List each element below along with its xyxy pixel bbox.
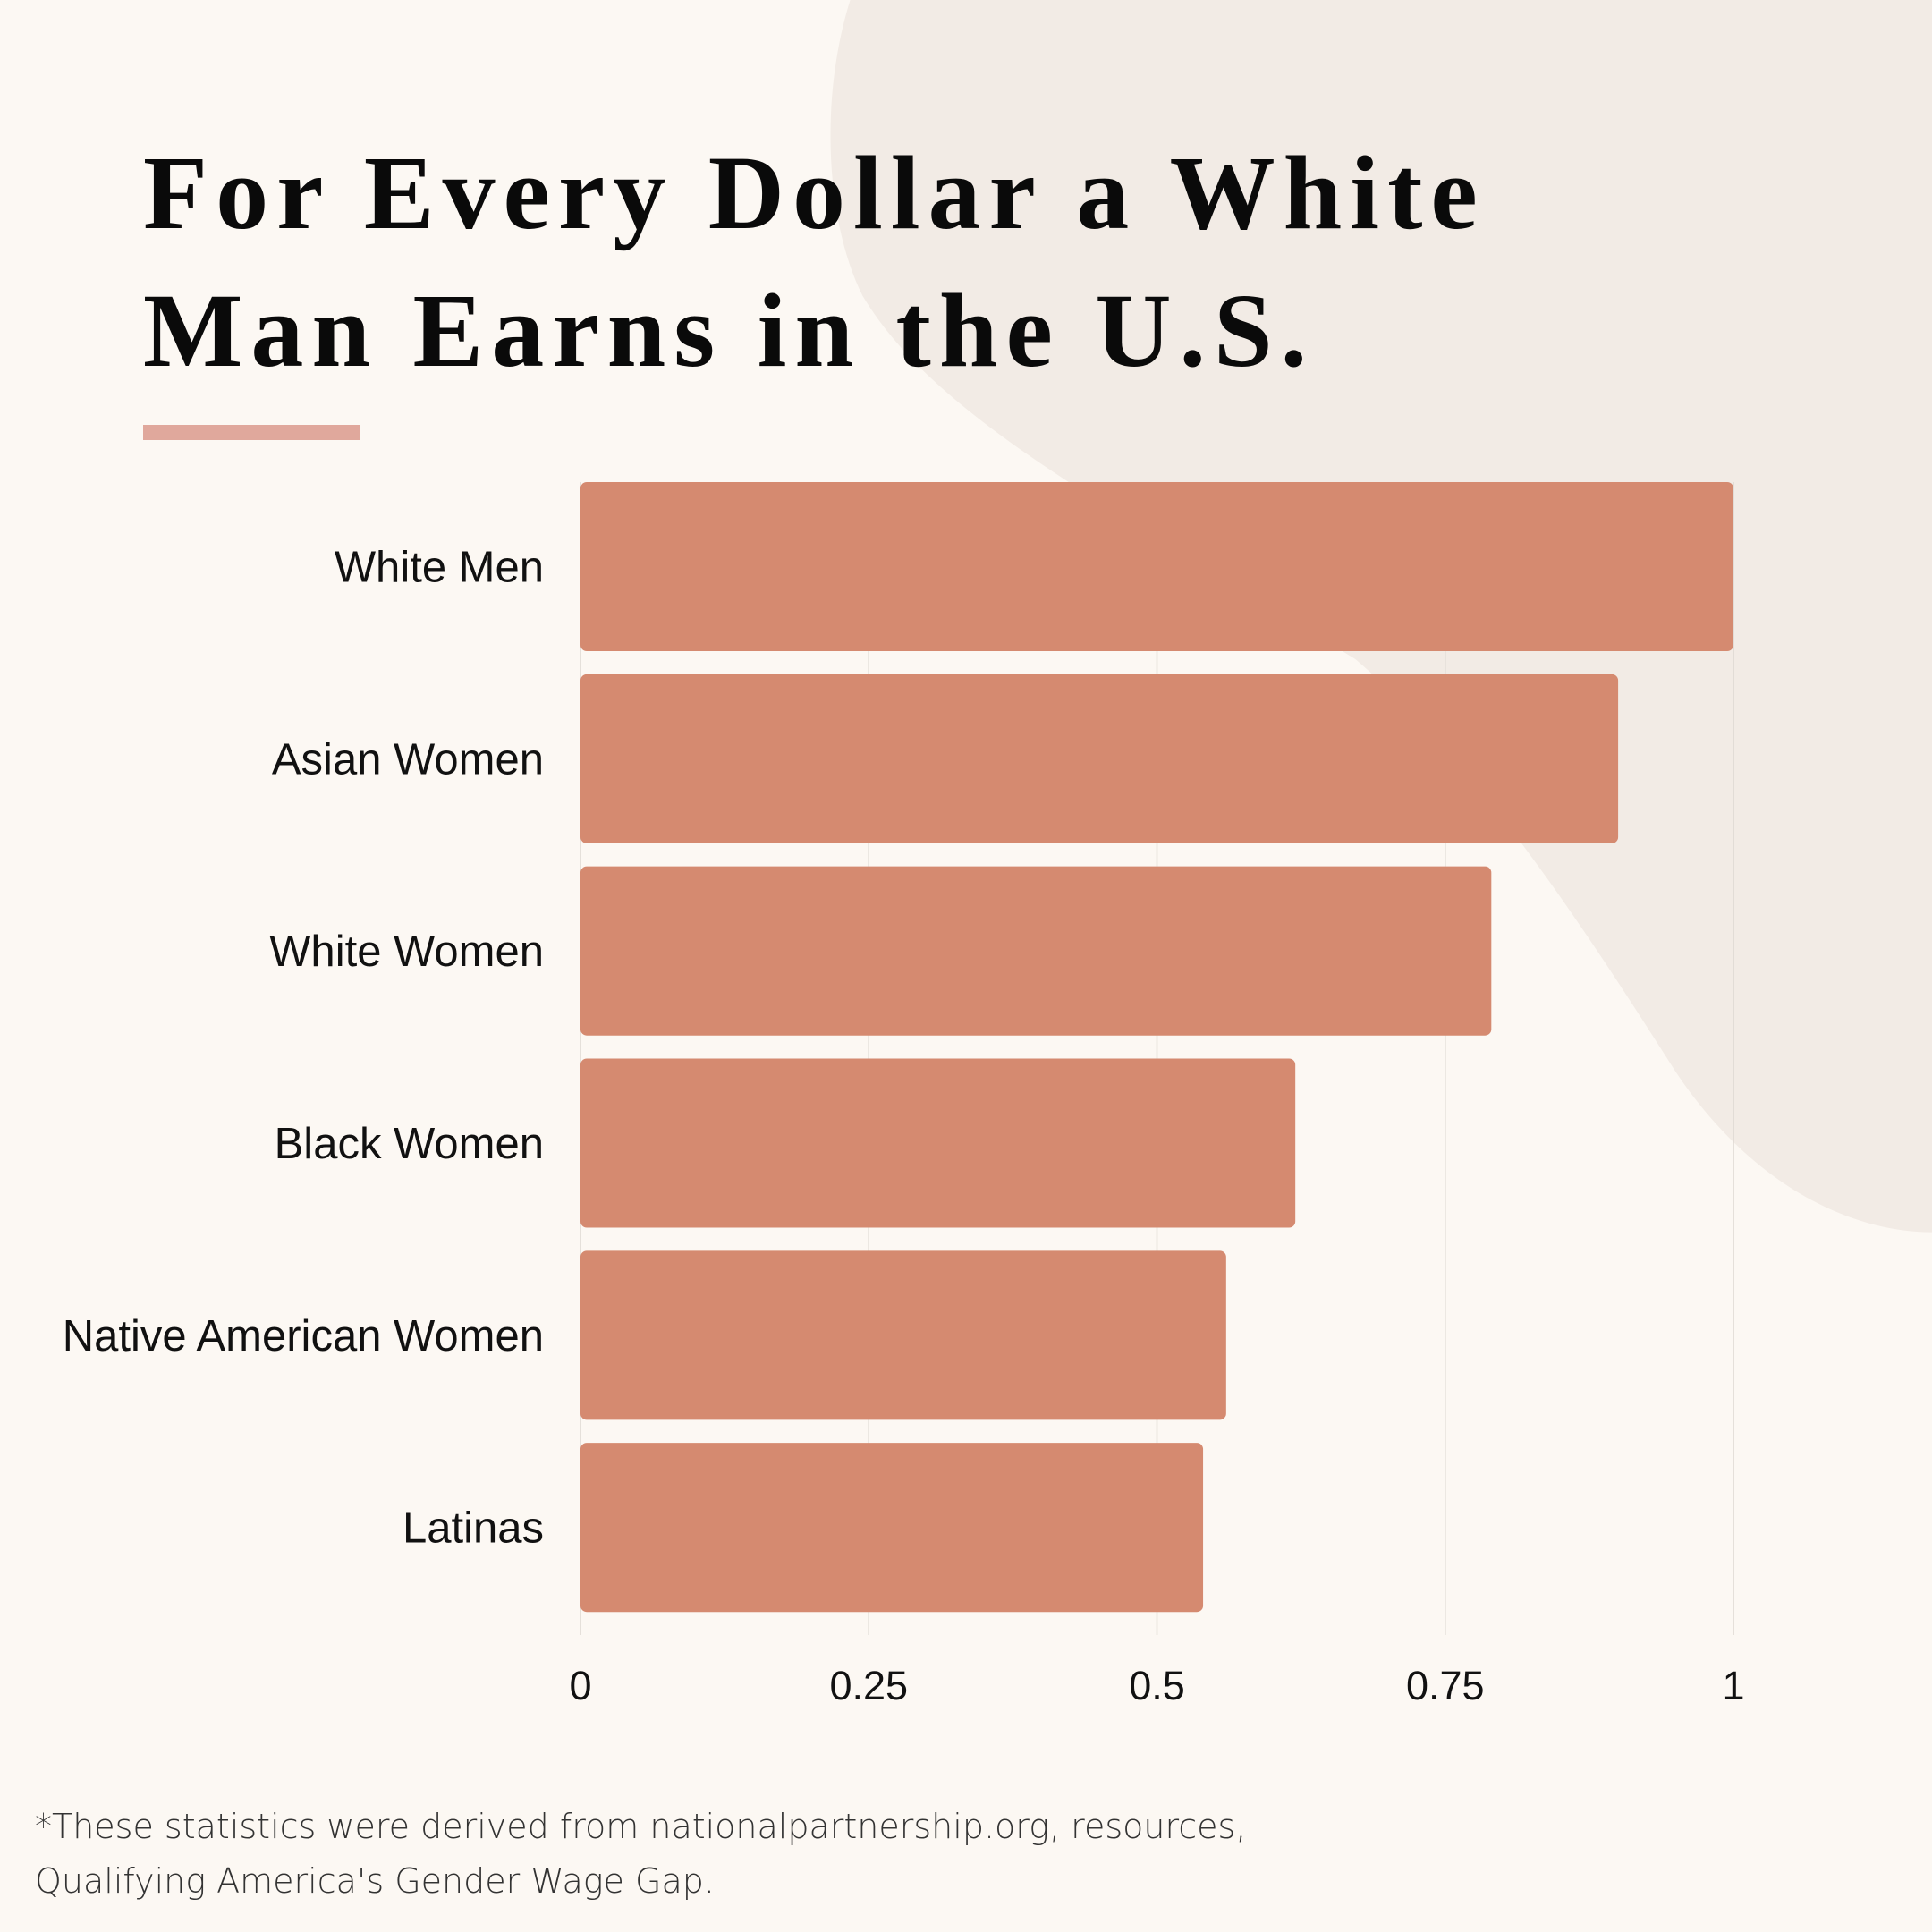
y-tick-label: Native American Women — [63, 1312, 544, 1360]
x-tick-label: 1 — [1722, 1663, 1744, 1708]
x-tick-label: 0.5 — [1129, 1663, 1185, 1708]
chart-title: Man Earns in the U.S. — [143, 272, 1315, 389]
bar — [580, 866, 1492, 1036]
y-tick-label: Black Women — [275, 1120, 544, 1168]
footnote: *These statistics were derived from nati… — [35, 1807, 1246, 1846]
x-tick-label: 0.75 — [1406, 1663, 1485, 1708]
plot: 0 0.25 0.5 0.75 1 White Men Asian Women White W… — [63, 482, 1745, 1708]
x-tick-label: 0.25 — [829, 1663, 908, 1708]
x-tick-label: 0 — [569, 1663, 591, 1708]
bar — [580, 1250, 1226, 1420]
chart-title: For Every Dollar a White — [143, 134, 1486, 251]
bar — [580, 1058, 1296, 1228]
y-tick-label: White Men — [335, 544, 544, 592]
y-tick-label: White Women — [269, 928, 544, 976]
bar — [580, 1443, 1204, 1613]
bar — [580, 482, 1733, 652]
y-tick-label: Latinas — [402, 1504, 544, 1553]
y-tick-label: Asian Women — [272, 735, 544, 784]
footnote: Qualifying America's Gender Wage Gap. — [35, 1861, 715, 1901]
bar — [580, 674, 1619, 843]
title-underline — [143, 425, 360, 440]
